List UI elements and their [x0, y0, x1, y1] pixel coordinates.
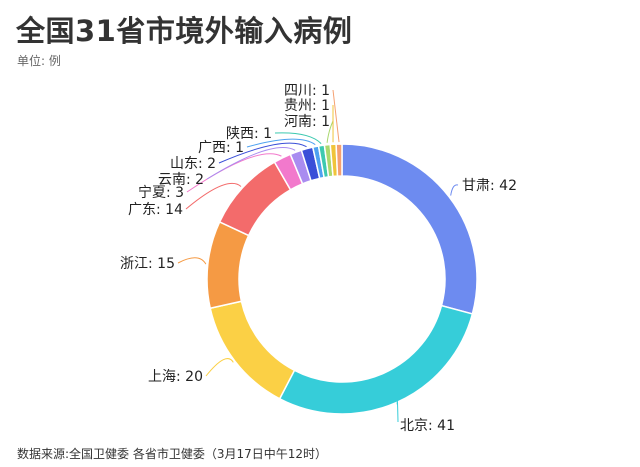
leader-line-1: [396, 400, 399, 423]
slice-label-1: 北京: 41: [400, 418, 455, 434]
slice-label-4: 广东: 14: [128, 202, 183, 218]
leader-line-6: [206, 147, 296, 180]
leader-line-5: [186, 153, 282, 193]
slice-label-11: 贵州: 1: [284, 98, 330, 114]
slice-label-7: 山东: 2: [170, 156, 216, 172]
donut-slice-12[interactable]: [335, 143, 343, 177]
slice-label-2: 上海: 20: [148, 369, 203, 385]
chart-title: 全国31省市境外输入病例: [16, 14, 353, 48]
slice-label-3: 浙江: 15: [120, 256, 175, 272]
donut-slice-2[interactable]: [209, 300, 296, 400]
donut-slices: [206, 143, 478, 415]
donut-slice-1[interactable]: [278, 304, 474, 415]
data-source-note: 数据来源:全国卫健委 各省市卫健委（3月17日中午12时）: [17, 447, 328, 461]
leader-line-2: [205, 358, 234, 377]
slice-label-5: 宁夏: 3: [138, 184, 184, 201]
slice-label-12: 四川: 1: [284, 83, 330, 99]
slice-label-8: 广西: 1: [198, 140, 244, 156]
slice-label-10: 河南: 1: [284, 114, 330, 130]
leader-line-9: [274, 132, 322, 144]
slice-label-6: 云南: 2: [158, 172, 204, 188]
leader-lines: [177, 89, 459, 423]
slice-label-0: 甘肃: 42: [462, 178, 517, 194]
unit-label: 单位: 例: [17, 54, 61, 68]
leader-line-7: [218, 142, 307, 164]
leader-line-3: [177, 257, 207, 265]
leader-line-4: [185, 182, 242, 210]
slice-label-9: 陕西: 1: [226, 126, 272, 142]
leader-line-8: [246, 138, 316, 148]
leader-line-0: [450, 184, 459, 196]
donut-slice-0[interactable]: [341, 143, 478, 315]
leader-line-10: [326, 120, 334, 143]
donut-slice-3[interactable]: [206, 220, 250, 310]
donut-slice-4[interactable]: [218, 161, 292, 237]
leader-line-12: [332, 89, 340, 143]
